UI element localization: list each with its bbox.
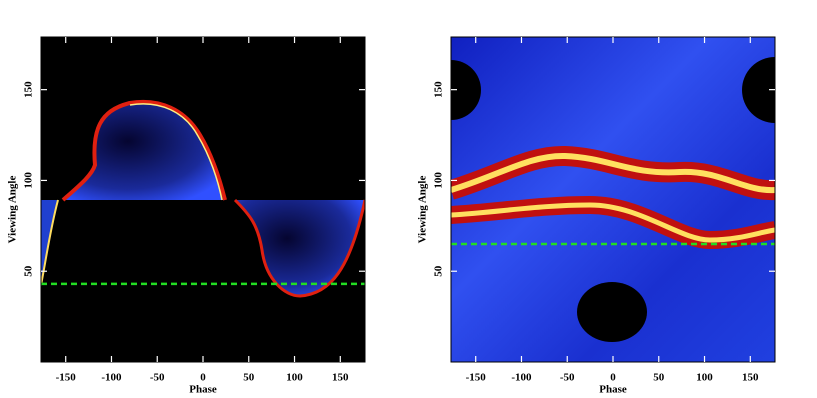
x-tick-label: -100 [511, 372, 532, 384]
x-tick-label: 100 [696, 372, 713, 384]
y-axis-label: Viewing Angle [417, 176, 429, 244]
y-tick-label: 150 [23, 81, 35, 98]
left-image [41, 37, 365, 362]
y-tick-label: 50 [433, 265, 445, 277]
x-tick-label: 100 [286, 372, 303, 384]
x-tick-label: -100 [101, 372, 122, 384]
x-tick-label: -150 [56, 372, 77, 384]
x-tick-label: -50 [560, 372, 575, 384]
x-tick-label: -50 [150, 372, 165, 384]
x-tick-label: 0 [200, 372, 206, 384]
x-tick-label: 150 [742, 372, 759, 384]
y-tick-label: 100 [433, 172, 445, 189]
y-axis-label: Viewing Angle [7, 176, 19, 244]
y-tick-label: 100 [23, 172, 35, 189]
x-axis-label: Phase [599, 384, 627, 396]
x-tick-label: 50 [243, 372, 255, 384]
y-tick-label: 150 [433, 81, 445, 98]
x-tick-label: 0 [610, 372, 616, 384]
x-tick-label: 50 [653, 372, 665, 384]
x-tick-label: -150 [466, 372, 487, 384]
x-tick-label: 150 [332, 372, 349, 384]
x-axis-label: Phase [189, 384, 217, 396]
y-tick-label: 50 [23, 265, 35, 277]
right-image [451, 37, 775, 362]
